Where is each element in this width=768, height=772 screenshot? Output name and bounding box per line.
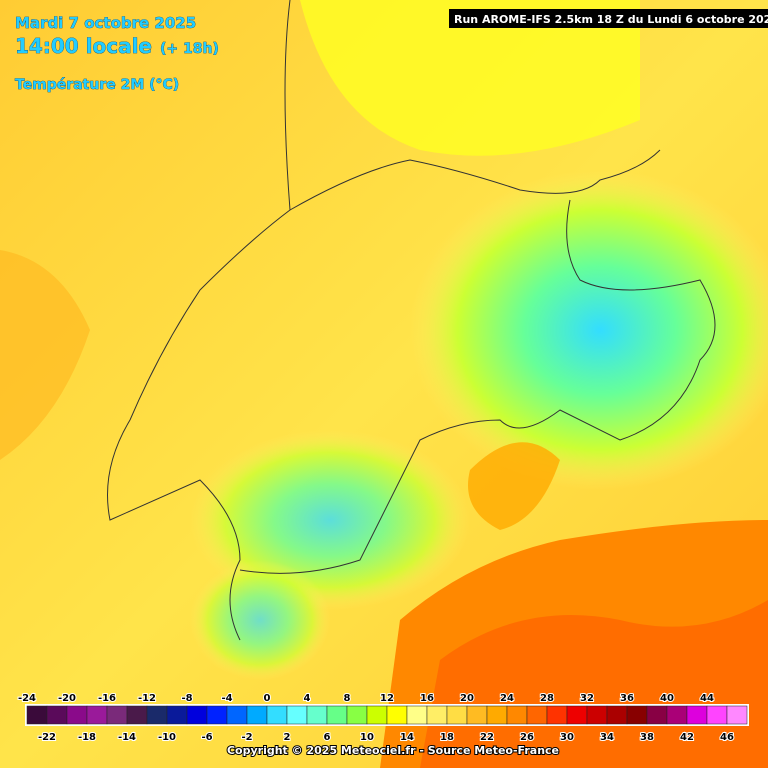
color-swatch	[326, 705, 348, 725]
scale-label: 36	[620, 693, 634, 704]
scale-label: -12	[138, 693, 156, 704]
time: 14:00 locale	[15, 34, 152, 58]
lead-time: (+ 18h)	[160, 41, 219, 57]
color-swatch	[686, 705, 708, 725]
scale-label: 8	[344, 693, 351, 704]
scale-label: -18	[78, 732, 96, 743]
scale-label: 14	[400, 732, 414, 743]
scale-label: 24	[500, 693, 514, 704]
color-swatch	[486, 705, 508, 725]
color-swatch	[106, 705, 128, 725]
color-swatch	[566, 705, 588, 725]
color-swatch	[626, 705, 648, 725]
color-swatch	[506, 705, 528, 725]
color-swatch	[226, 705, 248, 725]
color-swatch	[306, 705, 328, 725]
scale-label: 16	[420, 693, 434, 704]
color-swatch	[426, 705, 448, 725]
color-swatch	[666, 705, 688, 725]
color-swatch	[466, 705, 488, 725]
scale-label: 0	[264, 693, 271, 704]
color-swatch	[446, 705, 468, 725]
scale-label: -20	[58, 693, 76, 704]
color-swatch	[206, 705, 228, 725]
color-swatch	[246, 705, 268, 725]
scale-label: 30	[560, 732, 574, 743]
scale-label: 10	[360, 732, 374, 743]
scale-label: 28	[540, 693, 554, 704]
date: Mardi 7 octobre 2025	[15, 14, 196, 32]
color-swatch	[726, 705, 748, 725]
color-swatch	[586, 705, 608, 725]
color-swatch	[66, 705, 88, 725]
scale-label: -22	[38, 732, 56, 743]
color-swatch	[46, 705, 68, 725]
color-swatch	[166, 705, 188, 725]
scale-label: -10	[158, 732, 176, 743]
scale-label: 42	[680, 732, 694, 743]
color-scale: -24 -20 -16 -12 -8 -4 0 4 8 12 16 20 24 28 32 36 40 44-22…	[17, 692, 749, 744]
scale-label: -8	[181, 693, 192, 704]
scale-label: 20	[460, 693, 474, 704]
scale-label: 46	[720, 732, 734, 743]
color-swatch	[146, 705, 168, 725]
scale-label: 22	[480, 732, 494, 743]
scale-label: 2	[284, 732, 291, 743]
scale-label: 34	[600, 732, 614, 743]
run-banner	[449, 9, 768, 28]
color-swatch	[346, 705, 368, 725]
scale-label: -14	[118, 732, 136, 743]
color-swatch	[86, 705, 108, 725]
scale-label: -6	[201, 732, 212, 743]
color-swatch	[26, 705, 48, 725]
color-swatch	[286, 705, 308, 725]
color-swatch	[646, 705, 668, 725]
scale-label: 12	[380, 693, 394, 704]
color-swatch	[706, 705, 728, 725]
color-swatch	[606, 705, 628, 725]
scale-label: 40	[660, 693, 674, 704]
color-swatch	[266, 705, 288, 725]
scale-label: 26	[520, 732, 534, 743]
scale-label: 6	[324, 732, 331, 743]
scale-label: 38	[640, 732, 654, 743]
scale-label: 4	[304, 693, 311, 704]
scale-label: -2	[241, 732, 252, 743]
scale-label: -24	[18, 693, 36, 704]
color-swatch	[406, 705, 428, 725]
color-swatch	[526, 705, 548, 725]
color-swatch	[366, 705, 388, 725]
scale-label: -4	[221, 693, 232, 704]
color-swatch	[386, 705, 408, 725]
scale-label: -16	[98, 693, 116, 704]
copyright: Copyright © 2025 Meteociel.fr - Source M…	[227, 744, 559, 757]
scale-label: 32	[580, 693, 594, 704]
color-swatch	[126, 705, 148, 725]
scale-label: 44	[700, 693, 714, 704]
parameter: Température 2M (°C)	[15, 77, 179, 93]
color-swatch	[546, 705, 568, 725]
run-info: Run AROME-IFS 2.5km 18 Z du Lundi 6 octo…	[454, 13, 768, 26]
color-swatch	[186, 705, 208, 725]
scale-label: 18	[440, 732, 454, 743]
